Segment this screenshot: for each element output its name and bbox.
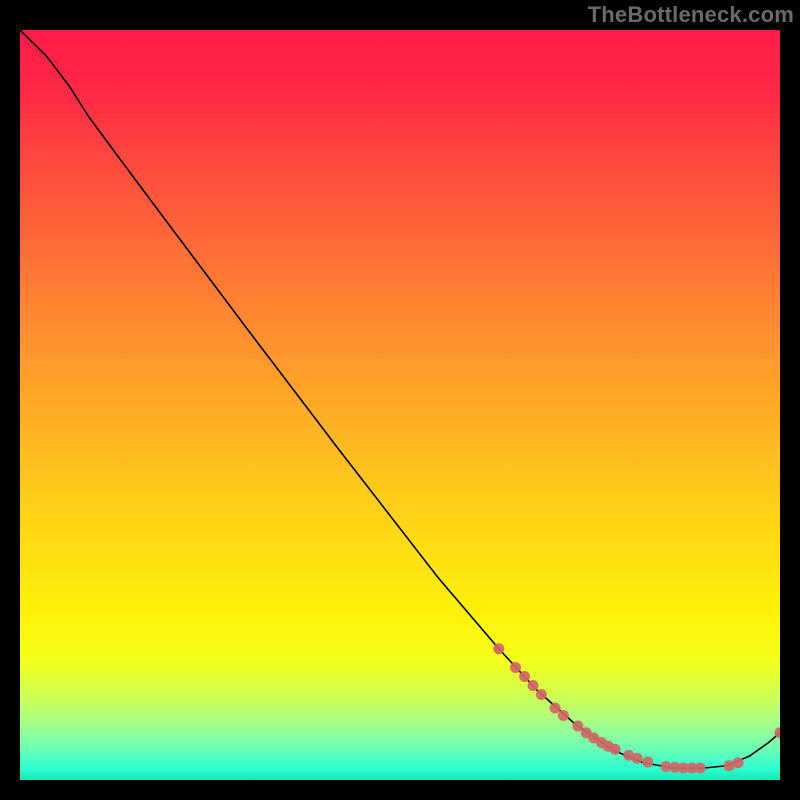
data-marker (558, 710, 569, 721)
data-marker (610, 744, 621, 755)
data-marker (536, 689, 547, 700)
chart-background (20, 30, 780, 780)
data-marker (642, 757, 653, 768)
data-marker (510, 662, 521, 673)
data-marker (493, 643, 504, 654)
data-marker (528, 680, 539, 691)
plot-area (20, 30, 780, 780)
data-marker (695, 763, 706, 774)
watermark-text: TheBottleneck.com (588, 2, 794, 28)
data-marker (519, 671, 530, 682)
data-marker (733, 757, 744, 768)
data-marker (632, 753, 643, 764)
frame: TheBottleneck.com (0, 0, 800, 800)
data-marker (550, 703, 561, 714)
chart-svg (20, 30, 780, 780)
